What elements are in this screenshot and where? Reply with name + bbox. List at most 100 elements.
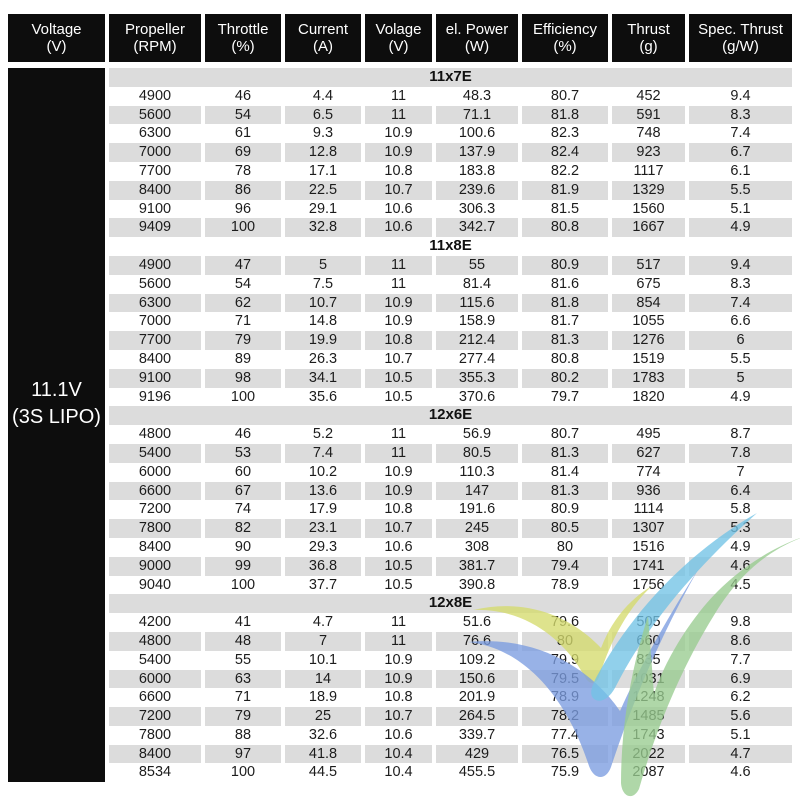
cell-efficiency: 80 <box>522 631 608 651</box>
cell-propeller: 6000 <box>109 669 201 689</box>
cell-propeller: 8400 <box>109 349 201 369</box>
cell-thrust: 660 <box>612 631 685 651</box>
cell-current: 7 <box>285 631 361 651</box>
cell-volage: 10.9 <box>365 481 432 501</box>
cell-el-power: 183.8 <box>436 161 518 181</box>
cell-el-power: 455.5 <box>436 763 518 783</box>
cell-current: 26.3 <box>285 349 361 369</box>
section-row-11x8e: 11x8E <box>109 237 792 256</box>
cell-throttle: 97 <box>205 744 281 764</box>
cell-throttle: 86 <box>205 180 281 200</box>
cell-thrust: 1114 <box>612 500 685 520</box>
cell-current: 37.7 <box>285 575 361 595</box>
cell-spec-thrust: 8.6 <box>689 631 792 651</box>
cell-propeller: 9196 <box>109 387 201 407</box>
cell-spec-thrust: 4.5 <box>689 575 792 595</box>
cell-throttle: 61 <box>205 124 281 144</box>
cell-spec-thrust: 4.7 <box>689 744 792 764</box>
table-row: 8534 100 44.5 10.4 455.5 75.9 2087 4.6 <box>109 763 792 783</box>
cell-current: 9.3 <box>285 124 361 144</box>
cell-efficiency: 81.8 <box>522 293 608 313</box>
cell-spec-thrust: 5.1 <box>689 725 792 745</box>
section-title: 11x8E <box>109 237 792 256</box>
cell-efficiency: 81.3 <box>522 331 608 350</box>
table-row: 7700 79 19.9 10.8 212.4 81.3 1276 6 <box>109 331 792 350</box>
cell-propeller: 7200 <box>109 500 201 520</box>
cell-current: 22.5 <box>285 180 361 200</box>
cell-efficiency: 80.8 <box>522 349 608 369</box>
table-row: 9100 96 29.1 10.6 306.3 81.5 1560 5.1 <box>109 199 792 219</box>
cell-propeller: 8400 <box>109 537 201 557</box>
cell-current: 7.4 <box>285 443 361 463</box>
cell-propeller: 5600 <box>109 274 201 294</box>
table-row: 6300 61 9.3 10.9 100.6 82.3 748 7.4 <box>109 124 792 144</box>
cell-efficiency: 80.9 <box>522 500 608 520</box>
cell-propeller: 6000 <box>109 462 201 482</box>
cell-el-power: 390.8 <box>436 575 518 595</box>
cell-thrust: 675 <box>612 274 685 294</box>
cell-throttle: 71 <box>205 312 281 332</box>
cell-spec-thrust: 6 <box>689 331 792 350</box>
table-row: 8400 89 26.3 10.7 277.4 80.8 1519 5.5 <box>109 349 792 369</box>
table-row: 6600 71 18.9 10.8 201.9 78.9 1248 6.2 <box>109 688 792 708</box>
table-row: 4800 48 7 11 76.6 80 660 8.6 <box>109 631 792 651</box>
cell-spec-thrust: 5.1 <box>689 199 792 219</box>
cell-volage: 11 <box>365 443 432 463</box>
column-header-throttle: Throttle (%) <box>205 14 281 62</box>
cell-current: 25 <box>285 707 361 726</box>
cell-efficiency: 79.7 <box>522 387 608 407</box>
cell-volage: 10.7 <box>365 519 432 538</box>
cell-volage: 10.9 <box>365 124 432 144</box>
cell-throttle: 67 <box>205 481 281 501</box>
table-row: 4200 41 4.7 11 51.6 79.6 505 9.8 <box>109 613 792 632</box>
cell-thrust: 1783 <box>612 368 685 388</box>
cell-thrust: 1519 <box>612 349 685 369</box>
cell-efficiency: 81.7 <box>522 312 608 332</box>
cell-current: 23.1 <box>285 519 361 538</box>
cell-efficiency: 78.9 <box>522 575 608 595</box>
column-header-thrust: Thrust (g) <box>612 14 685 62</box>
cell-thrust: 1516 <box>612 537 685 557</box>
cell-thrust: 748 <box>612 124 685 144</box>
cell-spec-thrust: 5.3 <box>689 519 792 538</box>
cell-propeller: 7200 <box>109 707 201 726</box>
cell-thrust: 774 <box>612 462 685 482</box>
cell-current: 41.8 <box>285 744 361 764</box>
section-row-12x8e: 12x8E <box>109 594 792 614</box>
cell-throttle: 100 <box>205 218 281 238</box>
table-row: 5400 53 7.4 11 80.5 81.3 627 7.8 <box>109 443 792 463</box>
table-row: 5400 55 10.1 10.9 109.2 79.9 835 7.7 <box>109 650 792 670</box>
cell-current: 34.1 <box>285 368 361 388</box>
cell-el-power: 110.3 <box>436 462 518 482</box>
cell-thrust: 495 <box>612 425 685 444</box>
cell-throttle: 100 <box>205 763 281 783</box>
cell-throttle: 88 <box>205 725 281 745</box>
cell-throttle: 89 <box>205 349 281 369</box>
cell-el-power: 342.7 <box>436 218 518 238</box>
cell-thrust: 452 <box>612 86 685 106</box>
cell-thrust: 591 <box>612 105 685 125</box>
column-header-efficiency: Efficiency (%) <box>522 14 608 62</box>
cell-volage: 11 <box>365 274 432 294</box>
table-row: 9196 100 35.6 10.5 370.6 79.7 1820 4.9 <box>109 387 792 407</box>
cell-propeller: 4900 <box>109 255 201 275</box>
cell-spec-thrust: 6.9 <box>689 669 792 689</box>
cell-thrust: 1307 <box>612 519 685 538</box>
cell-propeller: 8400 <box>109 744 201 764</box>
cell-throttle: 100 <box>205 387 281 407</box>
cell-current: 6.5 <box>285 105 361 125</box>
cell-el-power: 245 <box>436 519 518 538</box>
table-body-wrap: 11.1V (3S LIPO) 11x7E 4900 46 4.4 11 48.3 80.7… <box>8 68 792 783</box>
cell-throttle: 48 <box>205 631 281 651</box>
cell-thrust: 517 <box>612 255 685 275</box>
cell-volage: 11 <box>365 631 432 651</box>
cell-current: 32.6 <box>285 725 361 745</box>
column-header-propeller: Propeller (RPM) <box>109 14 201 62</box>
cell-thrust: 1756 <box>612 575 685 595</box>
cell-spec-thrust: 5.5 <box>689 180 792 200</box>
cell-efficiency: 77.4 <box>522 725 608 745</box>
cell-efficiency: 80 <box>522 537 608 557</box>
table-row: 7000 69 12.8 10.9 137.9 82.4 923 6.7 <box>109 143 792 162</box>
cell-spec-thrust: 4.9 <box>689 537 792 557</box>
cell-volage: 10.5 <box>365 556 432 576</box>
